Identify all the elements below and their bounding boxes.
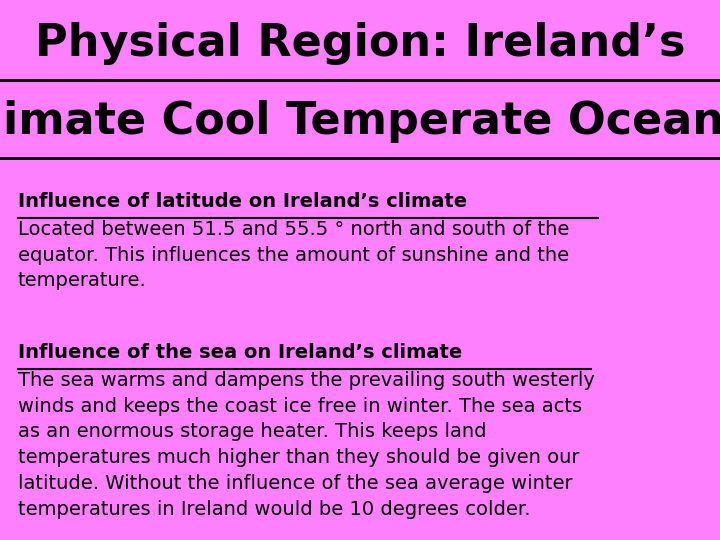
Text: Located between 51.5 and 55.5 ° north and south of the
equator. This influences : Located between 51.5 and 55.5 ° north an… [18,220,570,291]
Text: Physical Region: Ireland’s: Physical Region: Ireland’s [35,22,685,65]
Text: The sea warms and dampens the prevailing south westerly
winds and keeps the coas: The sea warms and dampens the prevailing… [18,371,595,519]
Text: Influence of the sea on Ireland’s climate: Influence of the sea on Ireland’s climat… [18,343,462,362]
Text: Influence of latitude on Ireland’s climate: Influence of latitude on Ireland’s clima… [18,192,467,211]
Text: Climate Cool Temperate Oceanic: Climate Cool Temperate Oceanic [0,100,720,143]
